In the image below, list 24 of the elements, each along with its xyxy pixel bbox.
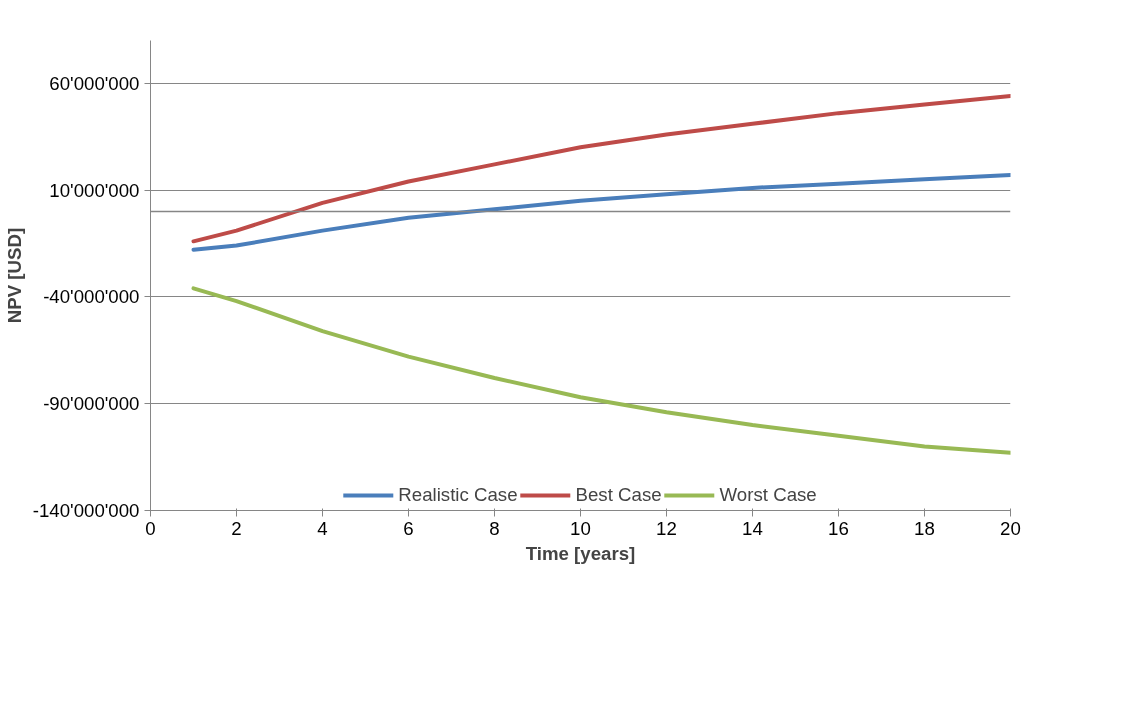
line-series (191, 173, 1011, 252)
x-tick-label: 6 (403, 517, 414, 539)
legend-label: Worst Case (719, 484, 817, 506)
y-tick-label: -90'000'000 (43, 393, 140, 415)
x-tick-label: 16 (828, 517, 849, 539)
x-tick-label: 20 (1000, 517, 1021, 539)
x-axis-title: Time [years] (525, 542, 636, 564)
legend-label: Best Case (575, 484, 662, 506)
y-tick-label: 60'000'000 (49, 72, 140, 94)
x-tick-label: 12 (656, 517, 677, 539)
x-tick-label: 0 (145, 517, 156, 539)
line-series (191, 286, 1011, 455)
y-tick-label: -140'000'000 (32, 500, 140, 521)
y-tick-label: 10'000'000 (49, 179, 140, 201)
legend-label: Realistic Case (398, 484, 518, 506)
y-tick-label: -40'000'000 (43, 286, 140, 308)
x-tick-label: 2 (231, 517, 242, 539)
x-tick-label: 4 (317, 517, 328, 539)
x-tick-label: 10 (570, 517, 591, 539)
y-axis-title: NPV [USD] (3, 227, 25, 324)
x-tick-label: 18 (914, 517, 935, 539)
x-tick-label: 8 (489, 517, 500, 539)
x-tick-label: 14 (742, 517, 763, 539)
line-series (191, 94, 1011, 244)
